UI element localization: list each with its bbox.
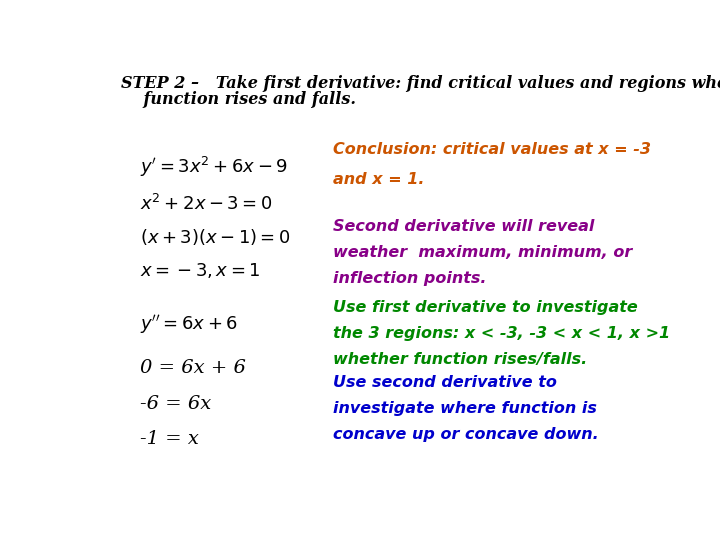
Text: $x^2 + 2x - 3 = 0$: $x^2 + 2x - 3 = 0$ <box>140 194 273 214</box>
Text: Second derivative will reveal: Second derivative will reveal <box>333 219 594 234</box>
Text: -6 = 6x: -6 = 6x <box>140 395 212 413</box>
Text: $y' = 3x^2 + 6x - 9$: $y' = 3x^2 + 6x - 9$ <box>140 154 288 179</box>
Text: $(x+3)(x-1) = 0$: $(x+3)(x-1) = 0$ <box>140 227 291 247</box>
Text: STEP 2 –   Take first derivative: find critical values and regions where: STEP 2 – Take first derivative: find cri… <box>121 75 720 92</box>
Text: inflection points.: inflection points. <box>333 271 486 286</box>
Text: concave up or concave down.: concave up or concave down. <box>333 427 598 442</box>
Text: whether function rises/falls.: whether function rises/falls. <box>333 352 587 367</box>
Text: the 3 regions: x < -3, -3 < x < 1, x >1: the 3 regions: x < -3, -3 < x < 1, x >1 <box>333 326 670 341</box>
Text: 0 = 6x + 6: 0 = 6x + 6 <box>140 359 246 377</box>
Text: and x = 1.: and x = 1. <box>333 172 424 187</box>
Text: function rises and falls.: function rises and falls. <box>121 91 356 107</box>
Text: Use first derivative to investigate: Use first derivative to investigate <box>333 300 637 315</box>
Text: -1 = x: -1 = x <box>140 430 199 448</box>
Text: $y'' = 6x + 6$: $y'' = 6x + 6$ <box>140 313 238 336</box>
Text: $x = -3, x = 1$: $x = -3, x = 1$ <box>140 261 261 280</box>
Text: Use second derivative to: Use second derivative to <box>333 375 557 389</box>
Text: weather  maximum, minimum, or: weather maximum, minimum, or <box>333 245 632 260</box>
Text: Conclusion: critical values at x = -3: Conclusion: critical values at x = -3 <box>333 141 651 157</box>
Text: investigate where function is: investigate where function is <box>333 401 597 416</box>
